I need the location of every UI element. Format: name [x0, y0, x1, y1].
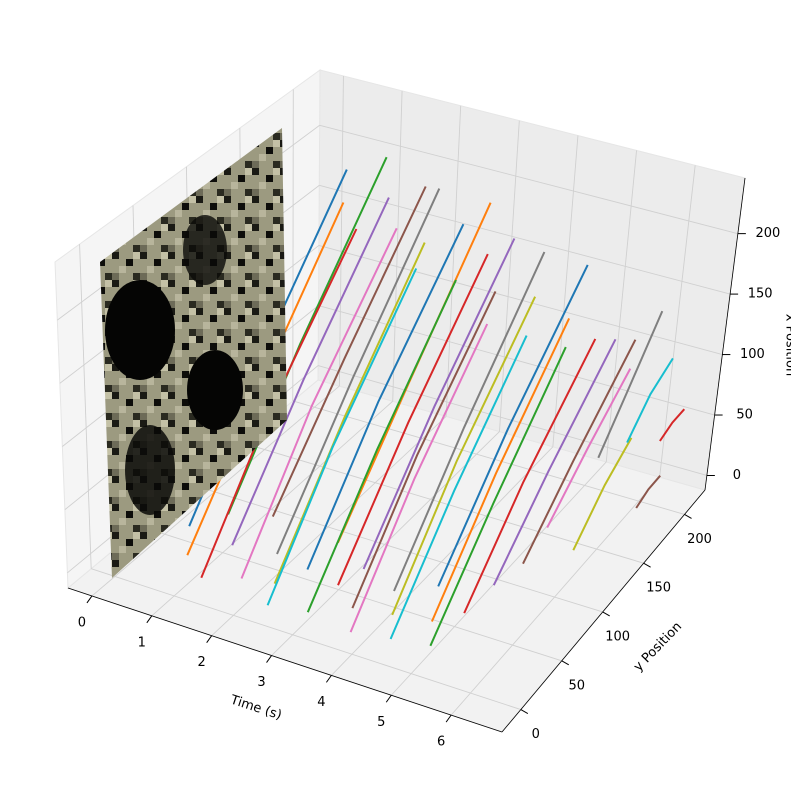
axis-line	[501, 489, 706, 733]
z-tick-label: 50	[736, 408, 753, 423]
z-tick-label: 150	[748, 287, 773, 302]
y-tick-label: 100	[605, 629, 630, 644]
axis-line	[704, 177, 746, 491]
track-line	[271, 186, 427, 518]
x-tick-mark	[385, 694, 392, 703]
grid-line	[445, 105, 462, 417]
x-tick-mark	[445, 714, 452, 723]
grid-line	[331, 446, 554, 676]
x-tick-label: 0	[78, 615, 86, 630]
x-tick-label: 4	[317, 695, 325, 710]
y-tick-mark	[684, 513, 692, 519]
track-line	[522, 339, 637, 565]
track-line	[626, 357, 674, 444]
y-axis-title: y Position	[631, 619, 685, 674]
track-line	[597, 310, 664, 459]
grid-line	[292, 400, 685, 515]
grid-line	[91, 568, 521, 710]
z-tick-label: 100	[740, 347, 765, 362]
track-line	[266, 268, 418, 606]
track-line	[227, 156, 388, 515]
axis-line	[67, 587, 503, 733]
video-frame	[100, 128, 287, 578]
grid-line	[450, 476, 660, 716]
y-tick-label: 0	[532, 727, 540, 742]
y-tick-mark	[520, 709, 529, 714]
track-line	[349, 323, 489, 633]
x-tick-mark	[325, 675, 332, 683]
track-line	[659, 408, 686, 442]
track-line	[240, 227, 398, 579]
track-line	[351, 290, 497, 609]
track-line	[393, 251, 546, 592]
y-tick-mark	[643, 562, 651, 568]
grid-line	[211, 416, 447, 636]
z-axis-title: x Position	[783, 314, 791, 376]
track-line	[231, 197, 390, 546]
track-line	[546, 368, 632, 529]
grid-line	[271, 431, 500, 656]
grid-line	[499, 120, 520, 432]
x-tick-label: 1	[138, 635, 146, 650]
grid-line	[151, 400, 394, 617]
y-tick-label: 200	[687, 532, 712, 547]
track-line	[492, 338, 617, 586]
track-line	[389, 335, 528, 640]
grid-line	[338, 75, 344, 387]
grid-line	[141, 526, 562, 662]
z-tick-label: 200	[755, 226, 780, 241]
track-line	[391, 296, 537, 616]
grid-line	[605, 150, 637, 462]
track-line	[306, 279, 457, 613]
x-tick-label: 3	[257, 675, 265, 690]
track-line	[273, 242, 426, 584]
grid-line	[319, 124, 738, 235]
y-tick-mark	[561, 660, 570, 666]
track-line	[276, 188, 441, 555]
track-line	[337, 253, 489, 586]
track-line	[429, 346, 567, 647]
track-line	[463, 338, 597, 614]
grid-line	[552, 135, 579, 447]
track-line	[437, 264, 589, 587]
grid-line	[319, 184, 731, 295]
x-tick-label: 2	[198, 655, 206, 670]
grid-line	[318, 244, 723, 355]
grid-line	[659, 165, 696, 478]
y-tick-mark	[602, 611, 610, 617]
track-line	[430, 317, 571, 622]
grid-line	[390, 461, 607, 696]
x-tick-label: 6	[437, 735, 445, 750]
grid-line	[191, 484, 603, 613]
track-line	[572, 437, 633, 551]
x-tick-label: 5	[377, 715, 385, 730]
grid-line	[79, 244, 92, 569]
x-tick-mark	[146, 615, 153, 624]
track-line	[362, 238, 516, 570]
y-tick-label: 50	[568, 678, 585, 693]
x-tick-mark	[266, 655, 272, 663]
y-tick-label: 150	[646, 581, 671, 596]
x-tick-mark	[206, 635, 213, 643]
track-line	[306, 223, 465, 570]
z-tick-label: 0	[733, 468, 741, 483]
x-tick-mark	[86, 595, 93, 604]
track-line	[635, 475, 661, 509]
x-axis-title: Time (s)	[228, 692, 284, 723]
